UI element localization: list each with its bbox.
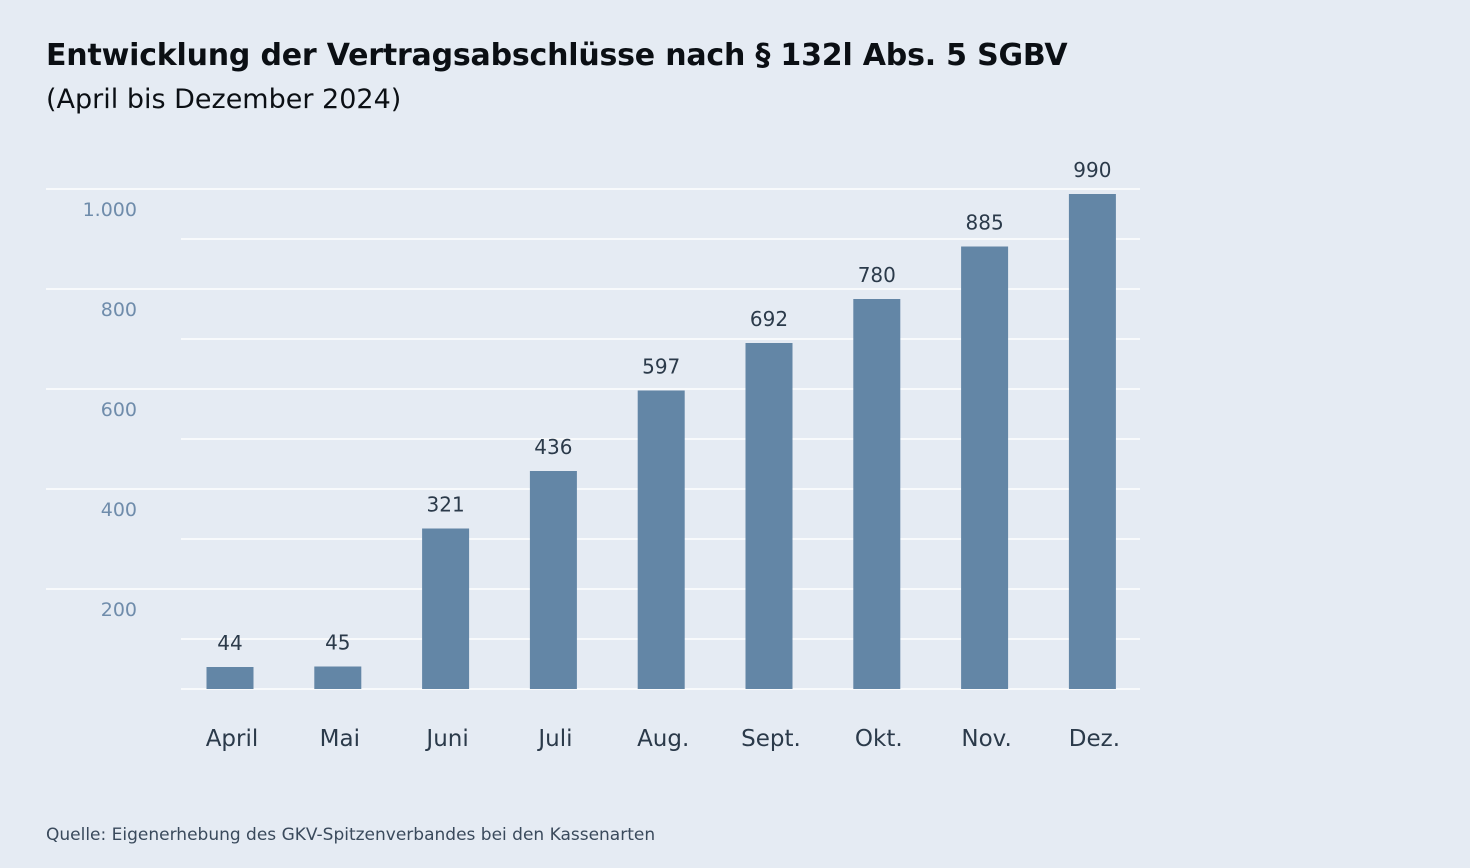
x-tick-label: Juli	[536, 726, 572, 752]
data-label: 990	[1073, 158, 1111, 182]
data-label: 321	[427, 493, 465, 517]
y-tick-label: 200	[101, 599, 137, 621]
source-note: Quelle: Eigenerhebung des GKV-Spitzenver…	[46, 825, 656, 845]
y-axis-tick-labels: 200 400 600 800 1.000	[83, 199, 137, 621]
bar	[745, 343, 793, 689]
bar	[422, 528, 470, 689]
bar	[961, 246, 1009, 689]
y-tick-label: 600	[101, 399, 137, 421]
x-tick-label: Nov.	[961, 726, 1011, 752]
data-label: 885	[966, 211, 1004, 235]
bar	[1068, 194, 1116, 689]
data-label: 780	[858, 263, 896, 287]
data-label: 436	[534, 435, 572, 459]
x-tick-label: Dez.	[1069, 726, 1120, 752]
y-tick-label: 800	[101, 299, 137, 321]
bars	[206, 194, 1116, 689]
x-tick-label: Juni	[424, 726, 468, 752]
data-label: 692	[750, 307, 788, 331]
data-labels: 44 45 321 436 597 692 780 885 990	[217, 158, 1111, 655]
x-tick-label: Okt.	[855, 726, 903, 752]
bar	[637, 390, 685, 689]
chart-subtitle: (April bis Dezember 2024)	[46, 84, 402, 115]
data-label: 44	[217, 631, 242, 655]
y-tick-label: 400	[101, 499, 137, 521]
x-axis-tick-labels: April Mai Juni Juli Aug. Sept. Okt. Nov. Dez.	[206, 726, 1120, 752]
y-tick-label: 1.000	[83, 199, 137, 221]
bar	[853, 299, 901, 689]
chart-title: Entwicklung der Vertragsabschlüsse nach …	[46, 38, 1068, 73]
x-tick-label: Mai	[320, 726, 360, 752]
x-tick-label: Sept.	[741, 726, 801, 752]
data-label: 597	[642, 355, 680, 379]
data-label: 45	[325, 631, 350, 655]
x-tick-label: April	[206, 726, 259, 752]
bar	[529, 471, 577, 689]
bar	[314, 666, 362, 689]
bar	[206, 667, 254, 689]
x-tick-label: Aug.	[637, 726, 689, 752]
